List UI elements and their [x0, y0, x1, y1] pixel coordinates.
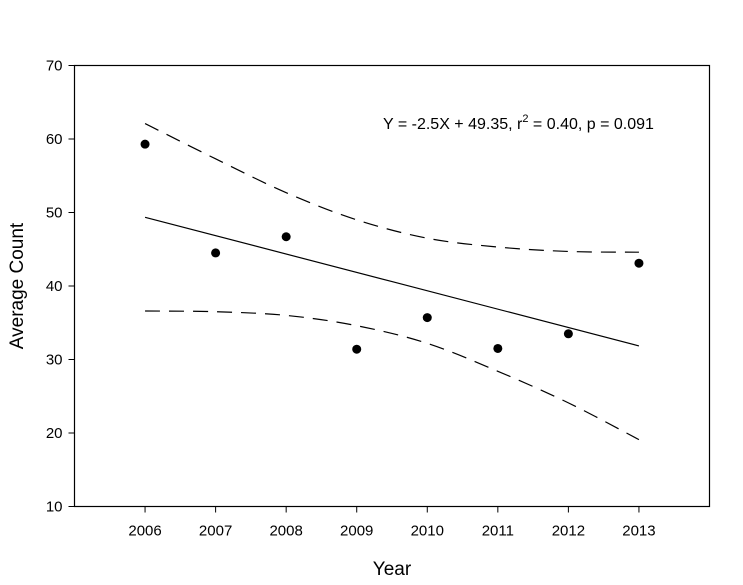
x-tick-label-2009: 2009 [340, 523, 373, 540]
x-tick-label-2010: 2010 [411, 523, 444, 540]
data-point-2009 [352, 344, 362, 354]
equation-prefix: Y = -2.5X + 49.35, r [383, 116, 523, 133]
chart-series-layer [144, 123, 640, 441]
lower-confidence-band [145, 310, 640, 441]
x-tick-label-2011: 2011 [482, 523, 514, 540]
data-point-2012 [563, 329, 573, 339]
upper-confidence-band [144, 123, 639, 253]
y-tick-label-20: 20 [46, 425, 63, 442]
y-tick-label-10: 10 [46, 499, 63, 516]
regression-line [144, 216, 640, 347]
x-tick-label-2006: 2006 [128, 523, 161, 540]
x-axis-title: Year [373, 559, 412, 580]
x-tick-label-2012: 2012 [552, 523, 585, 540]
x-axis-ticks: 2006 2007 2008 2009 2010 2011 2012 2013 [128, 506, 656, 540]
y-axis-title: Average Count [7, 222, 28, 349]
y-tick-label-30: 30 [46, 352, 63, 369]
data-point-2008 [281, 232, 291, 242]
data-point-2013 [634, 258, 644, 268]
x-tick-label-2007: 2007 [199, 523, 232, 540]
regression-equation: Y = -2.5X + 49.35, r2 = 0.40, p = 0.091 [383, 113, 654, 133]
equation-superscript: 2 [522, 113, 528, 125]
y-tick-label-60: 60 [46, 131, 63, 148]
data-point-2010 [422, 313, 432, 323]
data-point-2007 [211, 248, 221, 258]
data-point-2011 [493, 343, 503, 353]
y-tick-label-70: 70 [46, 58, 63, 75]
y-tick-label-40: 40 [46, 278, 63, 295]
x-tick-label-2013: 2013 [622, 523, 655, 540]
chart-points-layer [140, 139, 644, 354]
data-point-2006 [140, 139, 150, 149]
equation-suffix: = 0.40, p = 0.091 [528, 116, 654, 133]
y-tick-label-50: 50 [46, 205, 63, 222]
y-axis-ticks: 10 20 30 40 50 60 70 [46, 58, 75, 516]
x-tick-label-2008: 2008 [269, 523, 302, 540]
